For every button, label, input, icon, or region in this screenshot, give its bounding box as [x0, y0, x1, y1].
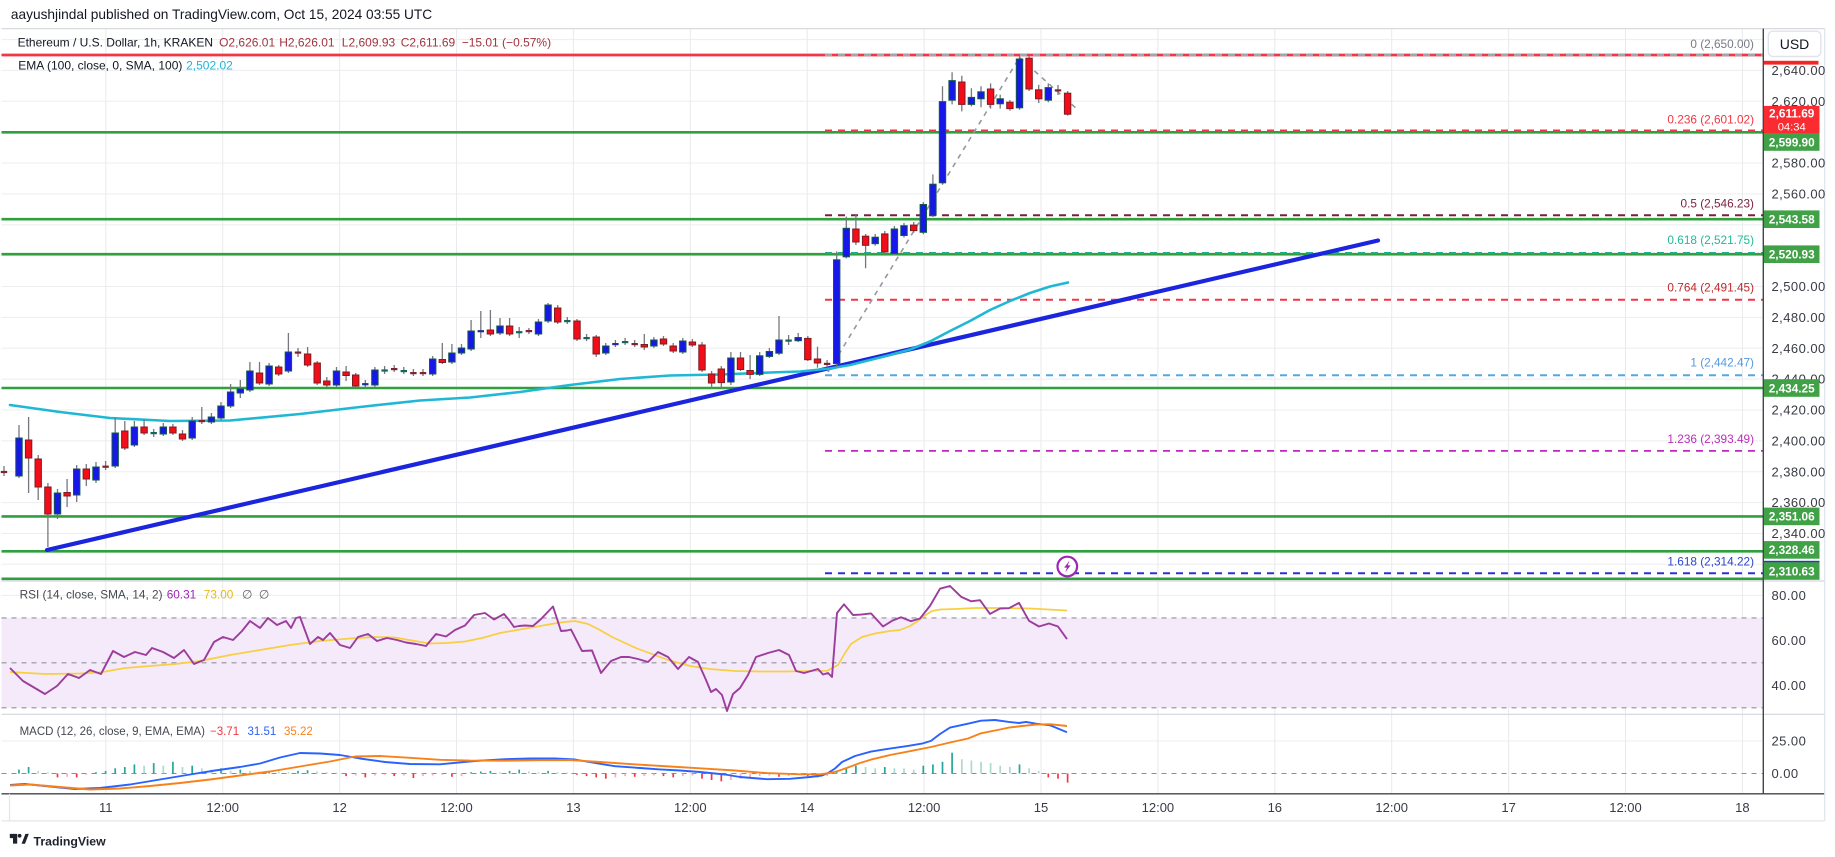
svg-text:1 (2,442.47): 1 (2,442.47) [1690, 356, 1754, 370]
svg-text:40.00: 40.00 [1772, 678, 1807, 693]
svg-text:2,480.00: 2,480.00 [1772, 310, 1826, 325]
svg-text:17: 17 [1501, 800, 1515, 815]
svg-text:2,500.00: 2,500.00 [1772, 279, 1826, 294]
svg-text:35.22: 35.22 [284, 726, 313, 738]
svg-text:12:00: 12:00 [440, 800, 473, 815]
svg-text:2,502.02: 2,502.02 [186, 59, 233, 73]
svg-text:0 (2,650.00): 0 (2,650.00) [1690, 37, 1754, 51]
svg-text:14: 14 [800, 800, 814, 815]
svg-text:2,340.00: 2,340.00 [1772, 526, 1826, 541]
svg-text:2,380.00: 2,380.00 [1772, 464, 1826, 479]
svg-text:2,640.00: 2,640.00 [1772, 63, 1826, 78]
svg-text:−15.01 (−0.57%): −15.01 (−0.57%) [462, 36, 551, 50]
svg-text:12:00: 12:00 [674, 800, 707, 815]
svg-text:13: 13 [566, 800, 580, 815]
svg-text:aayushjindal published on Trad: aayushjindal published on TradingView.co… [11, 7, 432, 22]
svg-text:2,351.06: 2,351.06 [1769, 510, 1815, 524]
svg-text:04:34: 04:34 [1778, 122, 1806, 134]
svg-text:15: 15 [1034, 800, 1048, 815]
svg-text:USD: USD [1780, 36, 1810, 52]
svg-text:18: 18 [1735, 800, 1749, 815]
svg-text:2,543.58: 2,543.58 [1769, 213, 1815, 227]
svg-text:C2,611.69: C2,611.69 [401, 36, 456, 50]
svg-text:11: 11 [99, 800, 113, 815]
svg-text:2,611.69: 2,611.69 [1769, 107, 1815, 121]
svg-text:0.618 (2,521.75): 0.618 (2,521.75) [1667, 233, 1754, 247]
svg-text:60.31: 60.31 [167, 588, 197, 602]
svg-text:0.5 (2,546.23): 0.5 (2,546.23) [1681, 197, 1755, 211]
svg-text:2,360.00: 2,360.00 [1772, 495, 1826, 510]
svg-text:MACD (12, 26, close, 9, EMA, E: MACD (12, 26, close, 9, EMA, EMA) [20, 726, 206, 738]
svg-text:∅ ∅: ∅ ∅ [242, 588, 269, 602]
svg-text:2,560.00: 2,560.00 [1772, 187, 1826, 202]
svg-text:25.00: 25.00 [1772, 734, 1807, 749]
svg-text:12:00: 12:00 [1142, 800, 1175, 815]
svg-text:0.764 (2,491.45): 0.764 (2,491.45) [1667, 281, 1754, 295]
svg-text:2,460.00: 2,460.00 [1772, 341, 1826, 356]
svg-text:12:00: 12:00 [908, 800, 941, 815]
svg-text:2,599.90: 2,599.90 [1769, 135, 1815, 149]
svg-text:60.00: 60.00 [1772, 633, 1807, 648]
svg-text:2,620.00: 2,620.00 [1772, 94, 1826, 109]
svg-text:31.51: 31.51 [248, 726, 277, 738]
svg-text:2,434.25: 2,434.25 [1769, 381, 1815, 395]
svg-text:2,420.00: 2,420.00 [1772, 403, 1826, 418]
svg-text:Ethereum / U.S. Dollar, 1h, KR: Ethereum / U.S. Dollar, 1h, KRAKEN [18, 36, 213, 50]
svg-text:2,400.00: 2,400.00 [1772, 434, 1826, 449]
svg-text:1.618 (2,314.22): 1.618 (2,314.22) [1667, 554, 1754, 568]
svg-text:0.00: 0.00 [1772, 766, 1799, 781]
svg-text:H2,626.01: H2,626.01 [279, 36, 335, 50]
svg-text:−3.71: −3.71 [210, 726, 239, 738]
svg-text:RSI (14, close, SMA, 14, 2): RSI (14, close, SMA, 14, 2) [20, 588, 163, 602]
svg-text:2,310.63: 2,310.63 [1769, 564, 1815, 578]
svg-text:EMA (100, close, 0, SMA, 100): EMA (100, close, 0, SMA, 100) [18, 59, 182, 73]
svg-text:12:00: 12:00 [206, 800, 239, 815]
svg-text:12:00: 12:00 [1609, 800, 1642, 815]
svg-text:80.00: 80.00 [1772, 588, 1807, 603]
svg-text:L2,609.93: L2,609.93 [342, 36, 396, 50]
svg-text:2,520.93: 2,520.93 [1769, 248, 1815, 262]
svg-text:2,580.00: 2,580.00 [1772, 156, 1826, 171]
svg-text:12: 12 [332, 800, 346, 815]
svg-text:O2,626.01: O2,626.01 [219, 36, 275, 50]
svg-text:16: 16 [1268, 800, 1282, 815]
svg-text:73.00: 73.00 [204, 588, 234, 602]
svg-text:2,328.46: 2,328.46 [1769, 543, 1815, 557]
svg-text:TradingView: TradingView [34, 834, 107, 848]
svg-text:0.236 (2,601.02): 0.236 (2,601.02) [1667, 113, 1754, 127]
svg-text:12:00: 12:00 [1375, 800, 1408, 815]
svg-text:1.236 (2,393.49): 1.236 (2,393.49) [1667, 432, 1754, 446]
